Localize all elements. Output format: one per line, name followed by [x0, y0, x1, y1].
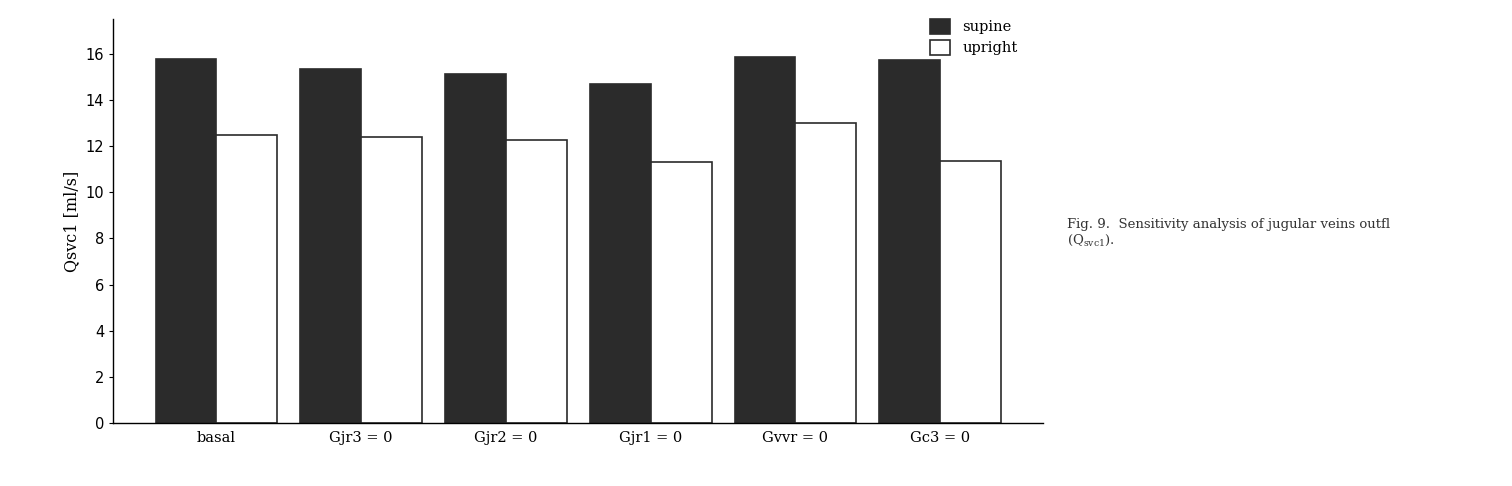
Text: Fig. 9.  Sensitivity analysis of jugular veins outfl
(Q$_{\mathregular{svc1}}$).: Fig. 9. Sensitivity analysis of jugular … — [1067, 218, 1391, 248]
Bar — [361, 137, 422, 423]
Y-axis label: Qsvc1 [ml/s]: Qsvc1 [ml/s] — [64, 171, 80, 272]
Bar — [216, 135, 277, 423]
Bar — [940, 161, 1001, 423]
Bar — [156, 59, 216, 423]
Bar — [880, 60, 940, 423]
Bar — [507, 140, 567, 423]
Bar — [590, 84, 650, 423]
Bar — [445, 73, 507, 423]
Bar — [301, 69, 361, 423]
Bar — [650, 162, 712, 423]
Bar — [795, 123, 856, 423]
Legend: supine, upright: supine, upright — [930, 18, 1018, 55]
Bar — [735, 57, 795, 423]
